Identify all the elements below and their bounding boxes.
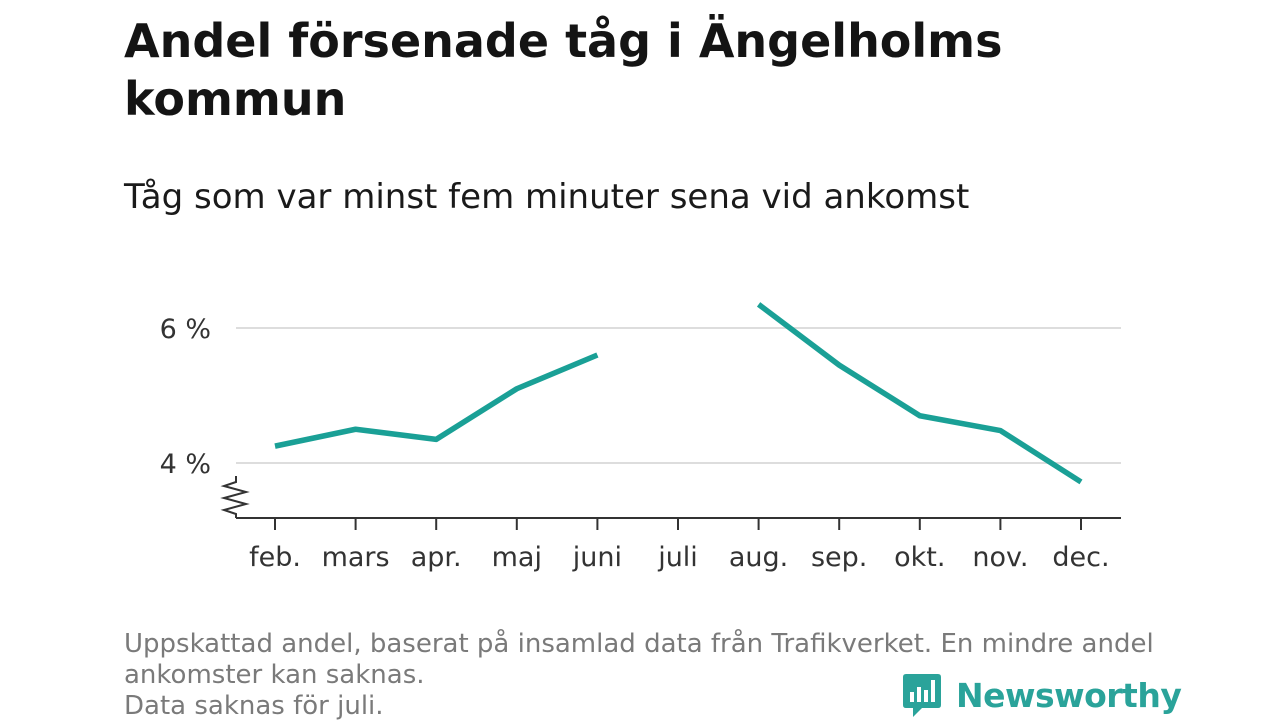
x-tick-label: juni <box>572 542 622 573</box>
x-tick-label: sep. <box>811 542 867 573</box>
x-tick-label: mars <box>322 542 390 573</box>
x-tick-label: nov. <box>972 542 1028 573</box>
chart-subtitle: Tåg som var minst fem minuter sena vid a… <box>124 177 970 217</box>
footnote-line-1: Uppskattad andel, baserat på insamlad da… <box>124 629 1154 659</box>
x-tick-label: dec. <box>1052 542 1109 573</box>
y-tick-label: 4 % <box>160 449 211 480</box>
line-chart: 4 % 6 % feb. mars apr. maj juni juli aug. sep. ok… <box>160 302 1121 573</box>
bar-chart-speech-bubble-icon <box>903 674 941 717</box>
x-tick-label: maj <box>492 542 542 573</box>
x-tick-label: feb. <box>249 542 301 573</box>
series-line-segment <box>274 352 599 449</box>
x-tick-label: aug. <box>729 542 788 573</box>
brand-logo: Newsworthy <box>902 670 1182 720</box>
x-tick-label: apr. <box>411 542 462 573</box>
series-lines <box>274 302 1083 485</box>
axis-break-icon <box>220 476 250 518</box>
chart-title: Andel försenade tåg i Ängelholms kommun <box>124 14 1003 126</box>
x-tick-label: juli <box>657 542 698 573</box>
footnote-line-2: ankomster kan saknas. <box>124 660 425 690</box>
footnote-line-3: Data saknas för juli. <box>124 691 384 721</box>
gridlines <box>236 327 1121 464</box>
x-tick-label: okt. <box>894 542 945 573</box>
footnote: Uppskattad andel, baserat på insamlad da… <box>124 629 1164 722</box>
y-axis-ticks: 4 % 6 % <box>160 314 211 480</box>
brand-name: Newsworthy <box>956 675 1182 715</box>
x-axis-ticks: feb. mars apr. maj juni juli aug. sep. okt. nov. d… <box>249 518 1110 573</box>
y-tick-label: 6 % <box>160 314 211 345</box>
series-line-segment <box>756 302 1083 485</box>
